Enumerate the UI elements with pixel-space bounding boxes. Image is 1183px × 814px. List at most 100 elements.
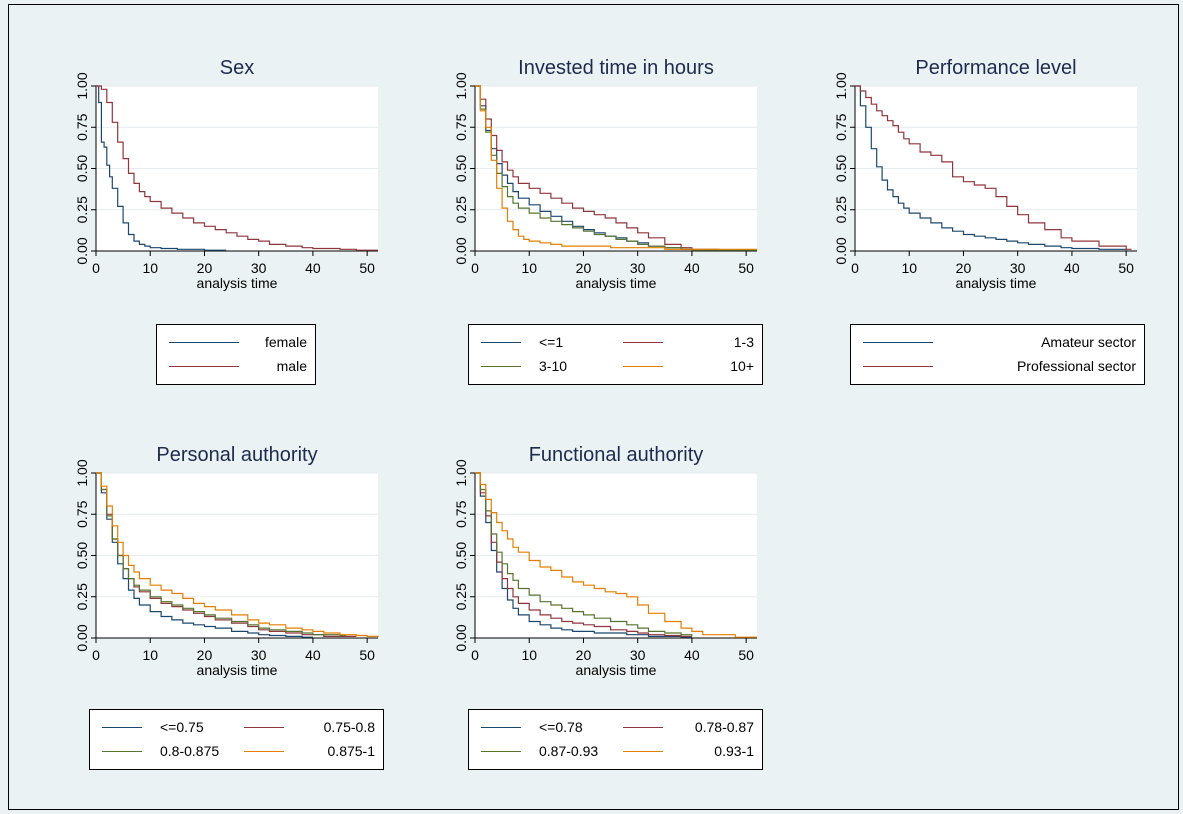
x-tick-label: 30 [630,647,646,663]
y-tick-label: 0.25 [833,196,849,223]
y-tick-label: 0.75 [453,113,469,140]
y-tick-label: 0.75 [74,500,90,527]
x-tick-label: 0 [92,647,100,663]
y-tick-label: 1.00 [453,72,469,99]
chart-title: Invested time in hours [518,57,714,79]
y-tick-label: 0.25 [453,583,469,610]
legend-label: <=0.78 [539,719,583,735]
legend-item: <=0.75 [98,718,240,736]
x-tick-label: 10 [142,647,158,663]
x-tick-label: 50 [738,647,754,663]
legend-label: 0.875-1 [327,743,375,759]
x-tick-label: 30 [251,260,267,276]
x-axis-label: analysis time [197,275,278,291]
legend-item: Professional sector [859,357,1142,375]
legend-label: 10+ [730,358,754,374]
legend-swatch [863,342,933,343]
y-tick-label: 0.00 [74,624,90,651]
legend-item: 0.75-0.8 [240,718,382,736]
legend-item: female [165,333,313,351]
series-line-2 [96,472,347,637]
x-axis-label: analysis time [576,275,657,291]
y-tick-label: 0.00 [833,237,849,264]
legend-item: 0.87-0.93 [477,742,619,760]
series-line-1 [475,85,720,251]
x-tick-label: 0 [92,260,100,276]
legend-swatch [622,342,663,343]
legend-swatch [102,751,142,752]
series-line-0 [96,85,227,251]
legend-item: <=0.78 [477,718,619,736]
y-tick-label: 1.00 [74,459,90,486]
x-tick-label: 0 [471,647,479,663]
legend-swatch [102,727,142,728]
x-tick-label: 30 [1010,260,1026,276]
chart-3: Personal authority 0.00 0.25 0.50 0.75 1.00 0 1… [74,444,379,678]
x-tick-label: 20 [956,260,972,276]
legend-label: <=0.75 [160,719,204,735]
x-tick-label: 40 [684,260,700,276]
x-tick-label: 10 [521,260,537,276]
x-tick-label: 10 [521,647,537,663]
series-line-1 [96,85,378,251]
x-tick-label: 40 [305,260,321,276]
series-line-0 [855,85,1127,251]
chart-canvas: Sex 0.00 0.25 0.50 0.75 1.00 0 10 20 30 40 50 analys… [74,57,1137,678]
chart-0: Sex 0.00 0.25 0.50 0.75 1.00 0 10 20 30 40 50 analys… [74,57,378,291]
x-axis-label: analysis time [197,662,278,678]
legend-label: 0.93-1 [714,743,754,759]
x-tick-label: 40 [1064,260,1080,276]
graph-frame: Sex 0.00 0.25 0.50 0.75 1.00 0 10 20 30 40 50 analys… [8,4,1179,810]
y-tick-label: 0.50 [453,155,469,182]
y-tick-label: 1.00 [833,72,849,99]
legend-label: 3-10 [539,358,568,374]
legend-item: <=1 [477,333,619,351]
x-axis-label: analysis time [576,662,657,678]
y-tick-label: 0.00 [74,237,90,264]
legend-item: Amateur sector [859,333,1142,351]
chart-1: Invested time in hours 0.00 0.25 0.50 0.75 1.… [453,57,757,291]
x-axis-label: analysis time [956,275,1037,291]
y-tick-label: 1.00 [453,459,469,486]
legend-swatch [243,751,284,752]
legend-label: <=1 [539,334,564,350]
series-line-2 [475,472,693,637]
x-tick-label: 40 [684,647,700,663]
y-tick-label: 0.25 [74,583,90,610]
y-tick-label: 0.25 [453,196,469,223]
y-tick-label: 0.75 [453,500,469,527]
chart-title: Sex [220,57,254,79]
x-tick-label: 0 [471,260,479,276]
legend-label: 0.78-0.87 [694,719,754,735]
legend: <=1 1-3 3-10 10+ [468,324,763,385]
legend-swatch [863,366,933,367]
chart-4: Functional authority 0.00 0.25 0.50 0.75 1.00… [453,444,757,678]
x-tick-label: 50 [1118,260,1134,276]
legend-swatch [169,342,239,343]
legend-label: male [276,358,307,374]
x-tick-label: 30 [251,647,267,663]
legend-label: 0.75-0.8 [323,719,375,735]
legend-label: Professional sector [1016,358,1136,374]
x-tick-label: 0 [851,260,859,276]
chart-title: Functional authority [529,444,704,466]
x-tick-label: 10 [142,260,158,276]
x-tick-label: 50 [738,260,754,276]
series-line-3 [96,472,379,638]
legend-swatch [169,366,239,367]
legend-label: 0.8-0.875 [160,743,220,759]
legend-item: 3-10 [477,357,619,375]
legend-swatch [243,727,284,728]
legend-label: female [264,334,307,350]
legend-item: 0.93-1 [619,742,761,760]
legend-item: 0.78-0.87 [619,718,761,736]
chart-2: Performance level 0.00 0.25 0.50 0.75 1.00 0 10… [833,57,1137,291]
y-tick-label: 0.25 [74,196,90,223]
x-tick-label: 50 [359,260,375,276]
x-tick-label: 20 [576,647,592,663]
y-tick-label: 0.50 [453,542,469,569]
legend-item: 0.8-0.875 [98,742,240,760]
legend: <=0.78 0.78-0.87 0.87-0.93 0.93-1 [468,709,763,770]
legend-swatch [481,751,521,752]
legend-swatch [622,727,663,728]
